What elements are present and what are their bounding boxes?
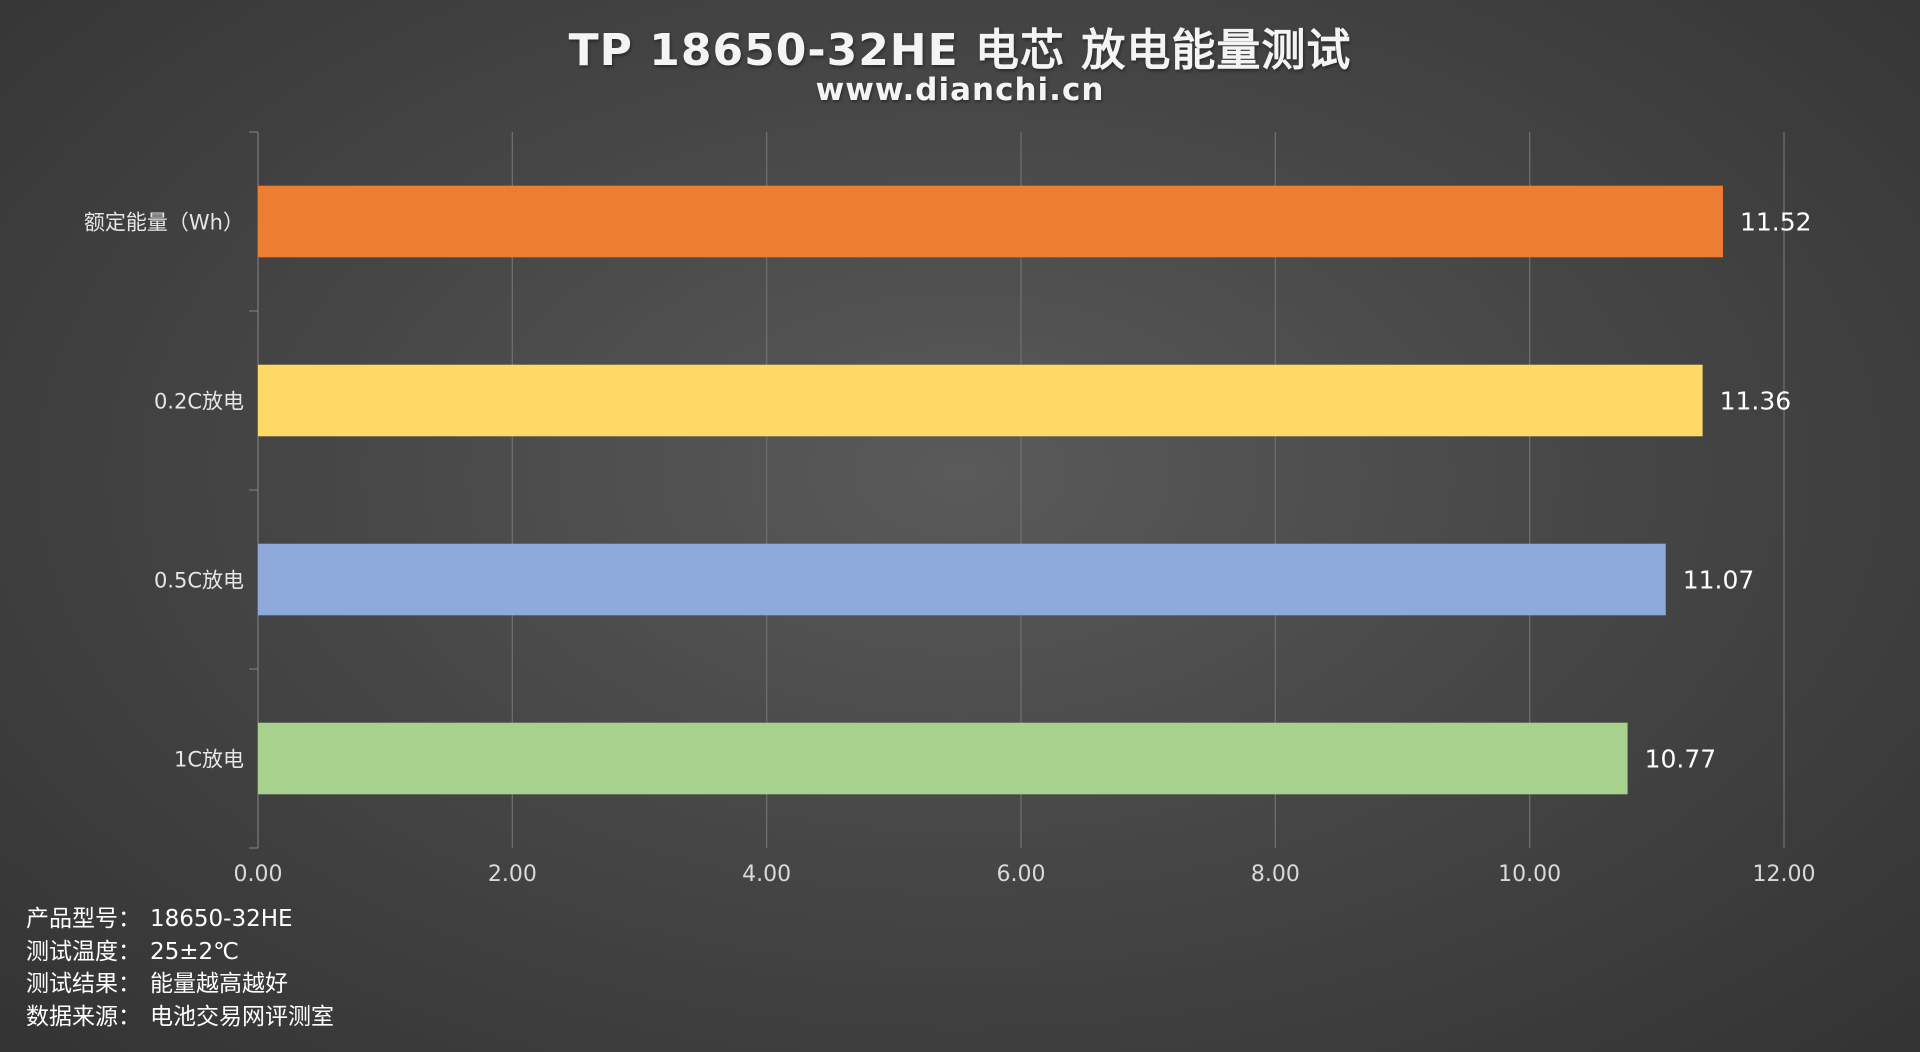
chart-subtitle-url: www.dianchi.cn	[815, 72, 1105, 108]
category-label: 0.2C放电	[154, 390, 244, 414]
bar	[258, 185, 1723, 258]
note-value: 能量越高越好	[150, 971, 288, 997]
category-label: 1C放电	[174, 748, 244, 772]
value-labels: 11.52 11.36 11.07 10.77	[1645, 208, 1812, 774]
note-row-result: 测试结果： 能量越高越好	[26, 968, 334, 1001]
note-value: 25±2℃	[150, 938, 240, 965]
category-label: 0.5C放电	[154, 569, 244, 593]
x-tick-label: 10.00	[1498, 862, 1561, 887]
x-tick-label: 6.00	[997, 862, 1046, 887]
test-notes: 产品型号： 18650-32HE 测试温度： 25±2℃ 测试结果： 能量越高越好 数…	[26, 903, 334, 1033]
note-label: 产品型号：	[26, 906, 141, 932]
bar	[258, 722, 1628, 795]
x-tick-label: 0.00	[234, 862, 283, 887]
note-row-model: 产品型号： 18650-32HE	[26, 903, 334, 936]
data-label: 11.07	[1683, 566, 1755, 595]
x-tick-label: 8.00	[1251, 862, 1300, 887]
note-value: 电池交易网评测室	[150, 1003, 334, 1030]
note-label: 测试温度：	[26, 938, 141, 965]
data-label: 10.77	[1645, 745, 1717, 774]
category-labels: 额定能量（Wh） 0.2C放电 0.5C放电 1C放电	[84, 211, 244, 772]
note-label: 测试结果：	[26, 971, 141, 997]
x-tick-labels: 0.00 2.00 4.00 6.00 8.00 10.00 12.00	[234, 862, 1816, 887]
chart-title: TP 18650-32HE 电芯 放电能量测试	[568, 25, 1352, 76]
note-label: 数据来源：	[26, 1003, 141, 1030]
x-tick-label: 12.00	[1753, 862, 1816, 887]
note-row-temperature: 测试温度： 25±2℃	[26, 936, 334, 969]
x-tick-label: 4.00	[742, 862, 791, 887]
note-row-source: 数据来源： 电池交易网评测室	[26, 1001, 334, 1034]
data-label: 11.36	[1720, 387, 1792, 416]
bar-chart: 11.52 11.36 11.07 10.77 额定能量（Wh） 0.2C放电 0.5C放…	[84, 131, 1816, 887]
bar	[258, 364, 1703, 437]
note-value: 18650-32HE	[150, 906, 293, 932]
bars	[258, 185, 1723, 795]
data-label: 11.52	[1740, 208, 1812, 237]
x-tick-label: 2.00	[488, 862, 537, 887]
y-axis	[249, 131, 259, 849]
bar	[258, 543, 1666, 616]
category-label: 额定能量（Wh）	[84, 211, 244, 235]
